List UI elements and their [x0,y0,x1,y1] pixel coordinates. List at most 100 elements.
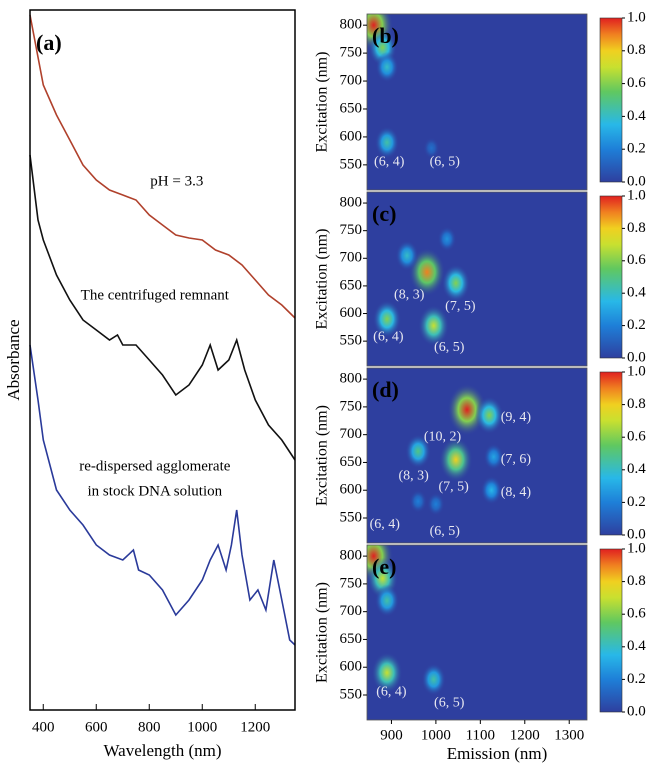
x-tick-label: 1000 [421,727,451,743]
pl-peak [427,492,445,516]
panel-label: (d) [372,377,399,402]
peak-annotation: (8, 4) [501,485,532,500]
peak-annotation: (6, 5) [430,154,461,169]
colorbar-tick-label: 0.8 [627,42,646,58]
y-tick-label: 700 [340,250,363,266]
x-tick-label: 900 [380,727,403,743]
colorbar [599,371,623,536]
colorbar-tick-label: 0.2 [627,141,646,157]
colorbar-tick-label: 0.6 [627,252,646,268]
y-tick-label: 750 [340,45,363,61]
annotation: pH = 3.3 [150,173,203,189]
peak-annotation: (6, 5) [430,524,461,539]
pl-peak [475,396,504,435]
y-tick-label: 550 [340,686,363,702]
x-tick-label: 600 [85,719,108,735]
pl-peak [409,489,427,513]
y-tick-label: 750 [340,575,363,591]
map-background [367,545,587,720]
y-tick-label: 550 [340,509,363,525]
y-tick-label: 800 [340,548,363,564]
peak-annotation: (6, 4) [376,684,407,699]
annotation: re-dispersed agglomerate [79,458,231,474]
panel-label: (e) [372,554,396,579]
colorbar-tick-label: 1.0 [627,187,646,203]
colorbar [599,17,623,183]
plot-frame [366,367,588,544]
peak-annotation: (8, 3) [394,288,425,303]
y-tick-label: 750 [340,398,363,414]
x-axis-label: Wavelength (nm) [103,741,221,760]
y-axis-label: Absorbance [4,319,23,400]
colorbar-tick-label: 0.8 [627,573,646,589]
colorbar-tick-label: 0.4 [627,638,646,654]
spectrum-line [29,344,296,646]
panel-label: (c) [372,201,396,226]
colorbar-tick-label: 0.6 [627,429,646,445]
colorbar-tick-label: 0.0 [627,703,646,719]
y-tick-label: 700 [340,72,363,88]
x-tick-label: 1200 [510,727,540,743]
peak-annotation: (8, 3) [399,469,430,484]
peak-annotation: (7, 6) [501,452,532,467]
peak-annotation: (6, 4) [373,329,404,344]
annotation: The centrifuged remnant [81,287,230,303]
x-tick-label: 1100 [466,727,495,743]
pl-peak [408,247,446,297]
peak-annotation: (9, 4) [501,410,532,425]
colorbar-tick-label: 0.0 [627,349,646,365]
pl-peak [483,443,504,471]
spectrum-line [29,154,296,461]
peak-annotation: (6, 5) [434,696,465,711]
colorbar-tick-label: 0.6 [627,606,646,622]
pl-peak [395,240,419,271]
colorbar-tick-label: 0.2 [627,317,646,333]
x-tick-label: 1000 [187,719,217,735]
spectrum-line [29,14,296,319]
colorbar-tick-label: 1.0 [627,363,646,379]
pl-peak [439,437,473,483]
pl-peak [441,264,470,302]
pl-peak [437,226,457,252]
panel-label: (a) [36,30,62,55]
peak-annotation: (6, 4) [370,517,401,532]
y-tick-label: 650 [340,277,363,293]
panel-label: (b) [372,23,399,48]
colorbar-tick-label: 0.4 [627,108,646,124]
peak-annotation: (6, 4) [374,154,405,169]
y-tick-label: 600 [340,128,363,144]
y-tick-label: 600 [340,305,363,321]
pl-peak [375,51,399,83]
map-background [367,14,587,190]
colorbar-tick-label: 0.4 [627,285,646,301]
colorbar-tick-label: 1.0 [627,9,646,25]
x-tick-label: 400 [32,719,55,735]
colorbar-tick-label: 0.0 [627,173,646,189]
y-tick-label: 800 [340,17,363,33]
pl-peak [480,475,503,505]
peak-annotation: (6, 5) [434,340,465,355]
pl-peak [421,663,446,696]
pl-peak [423,137,440,159]
x-tick-label: 1200 [240,719,270,735]
pl-peak [372,300,402,338]
peak-annotation: (7, 5) [439,480,470,495]
colorbar-tick-label: 0.2 [627,494,646,510]
y-tick-label: 550 [340,333,363,349]
y-axis-label: Excitation (nm) [314,229,331,330]
colorbar [599,195,623,359]
colorbar [599,548,623,713]
y-axis-label: Excitation (nm) [314,405,331,506]
colorbar-tick-label: 0.6 [627,75,646,91]
y-tick-label: 600 [340,482,363,498]
colorbar-tick-label: 0.2 [627,671,646,687]
y-tick-label: 750 [340,222,363,238]
y-tick-label: 800 [340,194,363,210]
y-axis-label: Excitation (nm) [314,582,331,683]
map-background [367,192,587,366]
colorbar-tick-label: 0.4 [627,461,646,477]
plot-frame [366,191,588,367]
plot-frame [29,9,296,711]
pl-peak [405,434,431,469]
